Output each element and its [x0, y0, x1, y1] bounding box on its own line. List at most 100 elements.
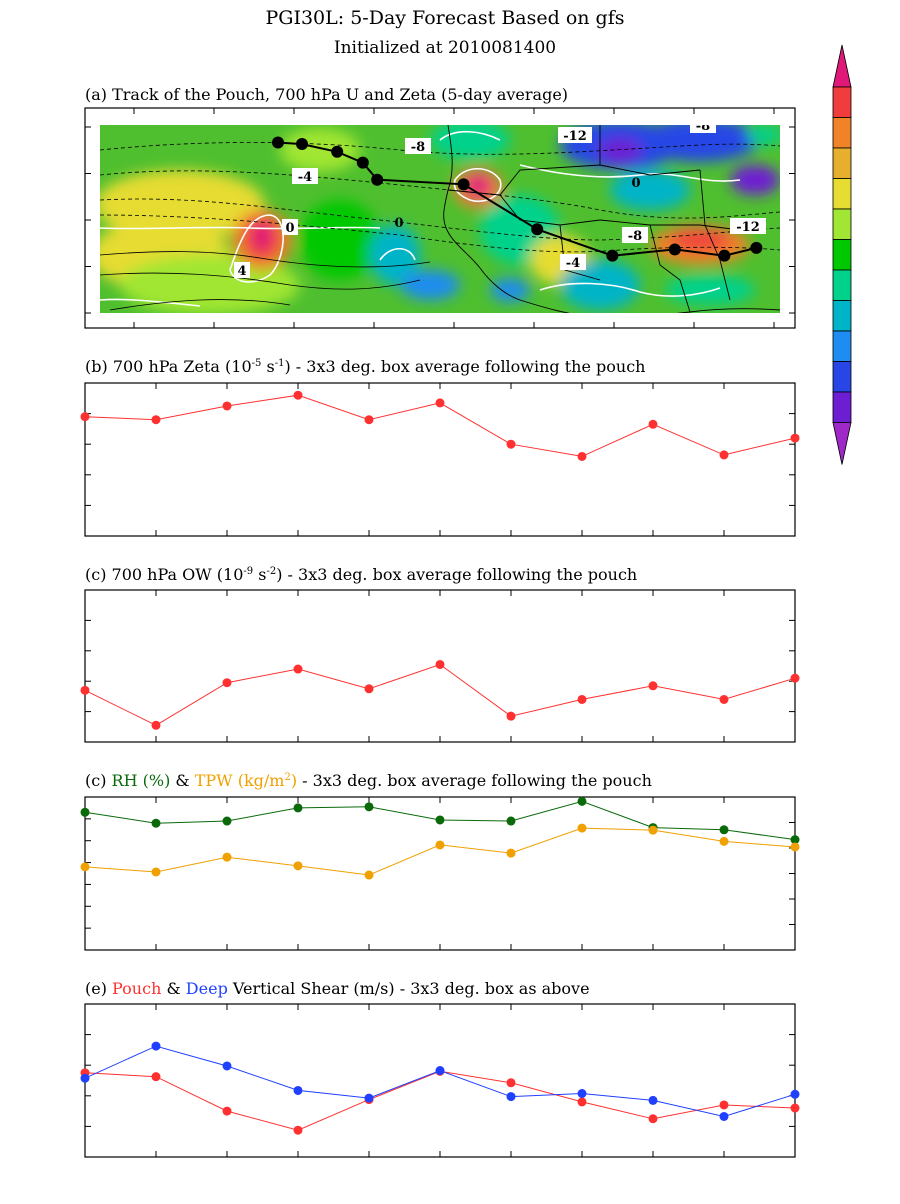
series-point-rh	[151, 818, 161, 828]
series-point-tpw	[435, 840, 445, 850]
series-point-ow	[648, 681, 658, 691]
contour-label: 4	[237, 264, 246, 279]
series-point-deep	[506, 1092, 516, 1102]
chart-title-segment: (c)	[85, 771, 112, 790]
series-line-pouch	[84, 1070, 796, 1131]
chart-title: (b) 700 hPa Zeta (10-5 s-1) - 3x3 deg. b…	[85, 357, 645, 376]
figure-subtitle: Initialized at 2010081400	[334, 38, 556, 58]
series-point-deep	[577, 1089, 587, 1099]
chart-title-part: -1	[275, 358, 285, 369]
track-point	[531, 223, 544, 236]
series-point-zeta	[790, 433, 800, 443]
chart-title-segment: Deep	[186, 979, 228, 998]
series-point-deep	[293, 1085, 303, 1095]
track-point	[718, 249, 731, 262]
series-point-tpw	[790, 842, 800, 852]
chart-title-segment: RH (%)	[112, 771, 171, 790]
series-point-ow	[790, 673, 800, 683]
chart-title-segment: &	[161, 979, 185, 998]
series-point-pouch	[719, 1100, 729, 1110]
series-point-tpw	[222, 852, 232, 862]
series-point-ow	[435, 659, 445, 669]
series-point-ow	[719, 694, 729, 704]
series-point-pouch	[151, 1072, 161, 1082]
series-point-ow	[364, 684, 374, 694]
colorbar-band	[832, 239, 852, 271]
series-point-zeta	[435, 398, 445, 408]
chart-title-segment: Pouch	[112, 979, 161, 998]
series-point-ow	[80, 685, 90, 695]
track-point	[457, 178, 470, 191]
map-axes	[85, 108, 795, 328]
chart-title-part: (c) 700 hPa OW (10	[85, 565, 243, 584]
chart-panel-1: (b) 700 hPa Zeta (10-5 s-1) - 3x3 deg. b…	[80, 357, 800, 537]
series-point-pouch	[222, 1106, 232, 1116]
series-point-tpw	[719, 836, 729, 846]
track-point	[606, 249, 619, 262]
colorbar-arrow-bottom	[832, 422, 852, 465]
series-point-deep	[151, 1041, 161, 1051]
series-point-rh	[719, 825, 729, 835]
series-point-zeta	[80, 412, 90, 422]
series-point-ow	[151, 720, 161, 730]
series-point-deep	[222, 1061, 232, 1071]
chart-title-part: -5	[252, 358, 262, 369]
chart-panel-2: (c) 700 hPa OW (10-9 s-2) - 3x3 deg. box…	[80, 565, 800, 743]
series-point-rh	[80, 807, 90, 817]
pouch-track-points	[272, 136, 763, 262]
colorbar-band	[832, 330, 852, 362]
series-point-zeta	[506, 439, 516, 449]
chart-panel-4: (e) Pouch & Deep Vertical Shear (m/s) - …	[80, 979, 800, 1158]
series-point-rh	[435, 815, 445, 825]
contour-label: 0	[394, 216, 403, 231]
colorbar-band	[832, 178, 852, 210]
series-point-deep	[648, 1095, 658, 1105]
contour-label: -8	[411, 140, 425, 155]
series-point-ow	[577, 694, 587, 704]
colorbar-band	[832, 86, 852, 118]
series-line-ow	[84, 663, 796, 726]
chart-panel-3: (c) RH (%) & TPW (kg/m2) - 3x3 deg. box …	[80, 771, 800, 951]
series-point-rh	[293, 803, 303, 813]
map-frame	[84, 107, 796, 329]
chart-title: (e) Pouch & Deep Vertical Shear (m/s) - …	[85, 979, 590, 998]
chart-title-segment: Vertical Shear (m/s) - 3x3 deg. box as a…	[228, 979, 590, 998]
colorbar-band	[832, 391, 852, 423]
series-point-tpw	[577, 823, 587, 833]
series-point-zeta	[719, 450, 729, 460]
track-point	[750, 241, 763, 254]
chart-title-part: s	[253, 565, 266, 584]
series-point-rh	[790, 835, 800, 845]
series-point-pouch	[506, 1078, 516, 1088]
track-point	[296, 138, 308, 151]
chart-title-segment: (e)	[85, 979, 112, 998]
zeta-contours	[100, 130, 741, 307]
series-point-tpw	[648, 825, 658, 835]
series-point-pouch	[577, 1097, 587, 1107]
series-point-rh	[222, 816, 232, 826]
series-line-tpw	[84, 827, 796, 876]
series-point-ow	[293, 664, 303, 674]
series-point-zeta	[577, 451, 587, 461]
chart-title-segment: &	[170, 771, 194, 790]
chart-title-part: -9	[243, 566, 253, 577]
series-point-rh	[364, 802, 374, 812]
contour-label: -4	[566, 256, 580, 271]
series-point-zeta	[293, 390, 303, 400]
contour-label: -12	[563, 129, 587, 144]
chart-title-part: s	[261, 357, 274, 376]
contour-label: -4	[298, 170, 312, 185]
track-point	[668, 243, 681, 256]
chart-title-part: ) - 3x3 deg. box average following the p…	[284, 357, 645, 376]
series-point-tpw	[506, 848, 516, 858]
chart-title-segment: - 3x3 deg. box average following the pou…	[297, 771, 652, 790]
figure-title: PGI30L: 5-Day Forecast Based on gfs	[266, 7, 625, 29]
series-point-pouch	[293, 1125, 303, 1135]
chart-title: (c) 700 hPa OW (10-9 s-2) - 3x3 deg. box…	[85, 565, 637, 584]
chart-title-part: (b) 700 hPa Zeta (10	[85, 357, 252, 376]
series-point-ow	[506, 711, 516, 721]
colorbar-arrow-top	[832, 44, 852, 88]
series-point-pouch	[790, 1103, 800, 1113]
